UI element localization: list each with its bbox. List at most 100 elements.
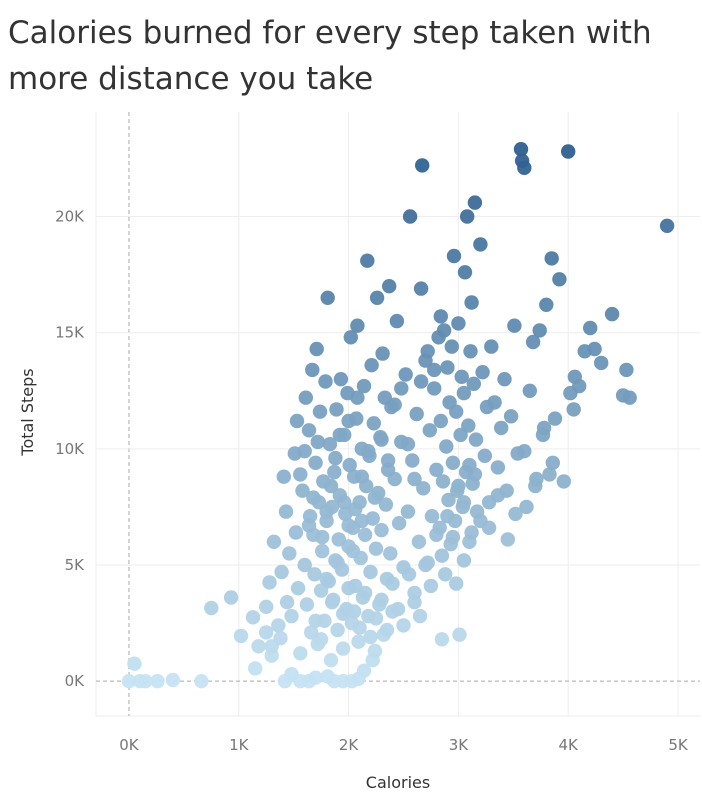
data-point <box>251 639 266 654</box>
x-tick-label: 3K <box>449 736 470 754</box>
data-point <box>165 672 181 688</box>
data-point <box>490 460 506 475</box>
data-point <box>583 320 598 336</box>
data-point <box>394 381 409 396</box>
data-point <box>544 251 559 266</box>
data-point <box>342 457 357 473</box>
data-point <box>422 423 437 438</box>
data-point <box>308 613 323 628</box>
data-point <box>378 497 394 512</box>
data-point <box>354 469 369 484</box>
data-point <box>328 450 343 466</box>
data-point <box>449 576 464 591</box>
data-point <box>262 575 277 590</box>
data-point <box>561 144 576 159</box>
data-point <box>433 309 448 324</box>
data-point <box>380 453 396 468</box>
data-point <box>411 534 427 549</box>
data-point <box>532 323 547 338</box>
data-point <box>307 567 322 582</box>
data-point <box>500 532 515 547</box>
data-point <box>248 661 263 676</box>
data-point <box>284 608 299 624</box>
data-point <box>328 553 343 568</box>
data-point <box>304 625 319 640</box>
data-point <box>522 383 537 398</box>
data-point <box>427 362 442 378</box>
data-point <box>619 362 634 378</box>
data-point <box>367 643 383 659</box>
data-point <box>396 618 411 633</box>
data-point <box>525 334 541 350</box>
data-point <box>299 597 315 612</box>
data-point <box>494 420 509 436</box>
data-point <box>340 385 355 401</box>
data-point <box>357 527 373 542</box>
y-tick-label: 10K <box>55 440 85 458</box>
data-point <box>379 622 395 638</box>
data-point <box>259 625 274 640</box>
data-point <box>121 674 137 689</box>
data-point <box>420 555 435 570</box>
data-point <box>460 209 475 224</box>
data-point <box>552 272 567 287</box>
data-point <box>405 453 420 468</box>
data-point <box>445 455 461 470</box>
x-tick-label: 2K <box>339 736 360 754</box>
axis-layer: 0K 1K 2K 3K 4K 5K 0K 5K 10K 15K 20K <box>55 208 689 754</box>
data-point <box>333 372 349 387</box>
data-point <box>339 601 354 617</box>
data-point <box>343 330 358 345</box>
data-point <box>204 600 219 616</box>
data-point <box>369 290 385 305</box>
data-point <box>368 541 384 556</box>
data-point <box>402 209 418 224</box>
data-point <box>508 506 523 522</box>
data-point <box>513 142 529 157</box>
data-point <box>373 430 388 445</box>
data-point <box>438 567 453 582</box>
y-tick-label: 15K <box>55 324 85 342</box>
y-tick-label: 0K <box>65 672 86 690</box>
data-point <box>451 478 466 494</box>
data-point <box>348 578 363 594</box>
data-point <box>312 404 328 419</box>
data-point <box>445 529 461 545</box>
data-point <box>354 441 369 456</box>
data-point <box>423 578 439 594</box>
data-point <box>462 457 477 473</box>
data-point <box>457 265 473 280</box>
data-point <box>529 471 544 487</box>
data-point <box>542 467 557 482</box>
data-point <box>413 281 429 296</box>
data-point <box>315 543 330 559</box>
data-point <box>341 518 356 533</box>
data-point <box>332 488 347 503</box>
data-point <box>288 525 304 540</box>
data-point <box>446 248 462 264</box>
data-point <box>354 513 369 529</box>
data-point <box>427 381 442 396</box>
data-point <box>400 504 416 519</box>
data-point <box>434 632 450 647</box>
data-point <box>507 318 522 333</box>
x-tick-label: 1K <box>229 736 250 754</box>
data-point <box>297 444 312 459</box>
data-point <box>223 590 239 605</box>
data-point <box>293 467 308 482</box>
data-point <box>464 295 479 310</box>
data-point <box>326 592 341 607</box>
data-point <box>594 355 609 371</box>
data-point <box>424 509 440 524</box>
y-tick-label: 20K <box>55 208 85 226</box>
data-point <box>284 667 299 682</box>
data-point <box>374 592 389 607</box>
data-point <box>407 585 422 601</box>
data-point <box>329 402 344 417</box>
x-tick-label: 5K <box>668 736 689 754</box>
data-point <box>464 525 479 540</box>
data-point <box>456 495 472 510</box>
data-point <box>310 434 325 450</box>
data-point <box>503 409 519 424</box>
